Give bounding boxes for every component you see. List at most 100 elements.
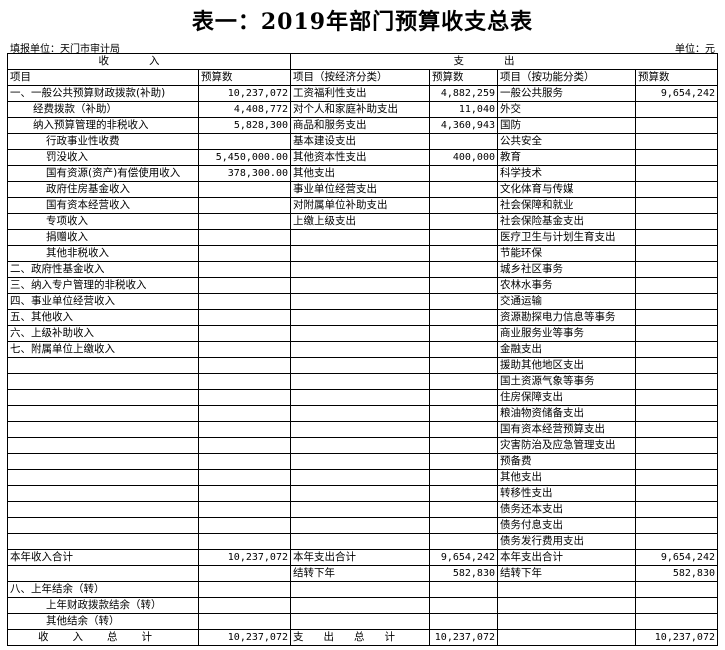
- econ-item: 其他资本性支出: [290, 149, 430, 166]
- func-amount: [635, 517, 718, 534]
- income-amount: [198, 325, 291, 342]
- econ-item: [290, 341, 430, 358]
- func-amount: [635, 597, 718, 614]
- table-row: 经费拨款（补助） 4,408,772 对个人和家庭补助支出 11,040 外交: [7, 101, 718, 118]
- func-amount: [635, 133, 718, 150]
- econ-amount: [429, 469, 498, 486]
- func-amount: [635, 341, 718, 358]
- table-row: 罚没收入 5,450,000.00 其他资本性支出 400,000 教育: [7, 149, 718, 166]
- econ-item: [290, 421, 430, 438]
- income-amount: 10,237,072: [198, 85, 291, 102]
- econ-amount: [429, 437, 498, 454]
- econ-item: [290, 277, 430, 294]
- col-header-func-item: 项目（按功能分类）: [497, 69, 636, 86]
- income-amount: [198, 581, 291, 598]
- income-item: 二、政府性基金收入: [7, 261, 199, 278]
- table-row: 本年收入合计 10,237,072 本年支出合计 9,654,242 本年支出合计 9,6…: [7, 549, 718, 566]
- income-item: 政府住房基金收入: [7, 181, 199, 198]
- func-amount: [635, 261, 718, 278]
- income-item: 三、纳入专户管理的非税收入: [7, 277, 199, 294]
- func-amount: [635, 165, 718, 182]
- income-item: [7, 485, 199, 502]
- econ-amount: [429, 357, 498, 374]
- econ-amount: 4,882,259: [429, 85, 498, 102]
- func-amount: 9,654,242: [635, 85, 718, 102]
- table-row: 债务发行费用支出: [7, 533, 718, 550]
- econ-item: 基本建设支出: [290, 133, 430, 150]
- func-amount: [635, 277, 718, 294]
- func-item: 援助其他地区支出: [497, 357, 636, 374]
- income-amount: [198, 421, 291, 438]
- income-item: 行政事业性收费: [7, 133, 199, 150]
- func-item: 教育: [497, 149, 636, 166]
- econ-item: [290, 613, 430, 630]
- income-item: [7, 357, 199, 374]
- table-row: 五、其他收入 资源勘探电力信息等事务: [7, 309, 718, 326]
- func-amount: [635, 533, 718, 550]
- econ-amount: 11,040: [429, 101, 498, 118]
- econ-item: [290, 293, 430, 310]
- func-amount: [635, 293, 718, 310]
- income-item: [7, 421, 199, 438]
- econ-amount: [429, 421, 498, 438]
- func-item: 科学技术: [497, 165, 636, 182]
- func-amount: [635, 181, 718, 198]
- income-amount: [198, 565, 291, 582]
- income-amount: [198, 517, 291, 534]
- func-amount: 10,237,072: [635, 629, 718, 646]
- func-amount: [635, 117, 718, 134]
- econ-item: 对个人和家庭补助支出: [290, 101, 430, 118]
- func-amount: [635, 613, 718, 630]
- income-item: 罚没收入: [7, 149, 199, 166]
- col-header-econ-amount: 预算数: [429, 69, 498, 86]
- table-row: 国有资本经营预算支出: [7, 421, 718, 438]
- table-row: 债务还本支出: [7, 501, 718, 518]
- func-amount: [635, 197, 718, 214]
- func-amount: [635, 421, 718, 438]
- econ-amount: 4,360,943: [429, 117, 498, 134]
- income-amount: [198, 453, 291, 470]
- func-item: 医疗卫生与计划生育支出: [497, 229, 636, 246]
- income-item: [7, 437, 199, 454]
- table-row: 行政事业性收费 基本建设支出 公共安全: [7, 133, 718, 150]
- func-amount: [635, 389, 718, 406]
- econ-amount: [429, 165, 498, 182]
- econ-amount: 9,654,242: [429, 549, 498, 566]
- table-row: 一、一般公共预算财政拨款(补助) 10,237,072 工资福利性支出 4,882,2…: [7, 85, 718, 102]
- column-header-row: 项目 预算数 项目（按经济分类） 预算数 项目（按功能分类） 预算数: [7, 69, 718, 86]
- income-amount: [198, 133, 291, 150]
- table-row: 上年财政拨款结余（转）: [7, 597, 718, 614]
- table-row: 专项收入 上缴上级支出 社会保险基金支出: [7, 213, 718, 230]
- func-item: 债务付息支出: [497, 517, 636, 534]
- table-row: 灾害防治及应急管理支出: [7, 437, 718, 454]
- table-row: 其他非税收入 节能环保: [7, 245, 718, 262]
- income-section-header: 收入: [7, 53, 291, 70]
- econ-amount: 582,830: [429, 565, 498, 582]
- income-amount: 5,828,300: [198, 117, 291, 134]
- econ-amount: [429, 213, 498, 230]
- income-item: 经费拨款（补助）: [7, 101, 199, 118]
- econ-amount: [429, 581, 498, 598]
- func-item: [497, 629, 636, 646]
- reporting-unit: 填报单位：天门市审计局: [10, 44, 120, 55]
- func-item: 社会保障和就业: [497, 197, 636, 214]
- table-row: 七、附属单位上缴收入 金融支出: [7, 341, 718, 358]
- income-amount: [198, 293, 291, 310]
- econ-amount: [429, 133, 498, 150]
- table-row: 收入总计 10,237,072 支出总计 10,237,072 10,237,072: [7, 629, 718, 646]
- func-amount: 582,830: [635, 565, 718, 582]
- income-amount: [198, 213, 291, 230]
- income-item: [7, 501, 199, 518]
- income-item: 七、附属单位上缴收入: [7, 341, 199, 358]
- func-item: 其他支出: [497, 469, 636, 486]
- func-amount: [635, 213, 718, 230]
- econ-item: [290, 325, 430, 342]
- income-item: [7, 565, 199, 582]
- econ-amount: [429, 277, 498, 294]
- econ-amount: [429, 533, 498, 550]
- func-item: 一般公共服务: [497, 85, 636, 102]
- func-item: 国有资本经营预算支出: [497, 421, 636, 438]
- table-row: 六、上级补助收入 商业服务业等事务: [7, 325, 718, 342]
- func-item: 公共安全: [497, 133, 636, 150]
- func-item: 节能环保: [497, 245, 636, 262]
